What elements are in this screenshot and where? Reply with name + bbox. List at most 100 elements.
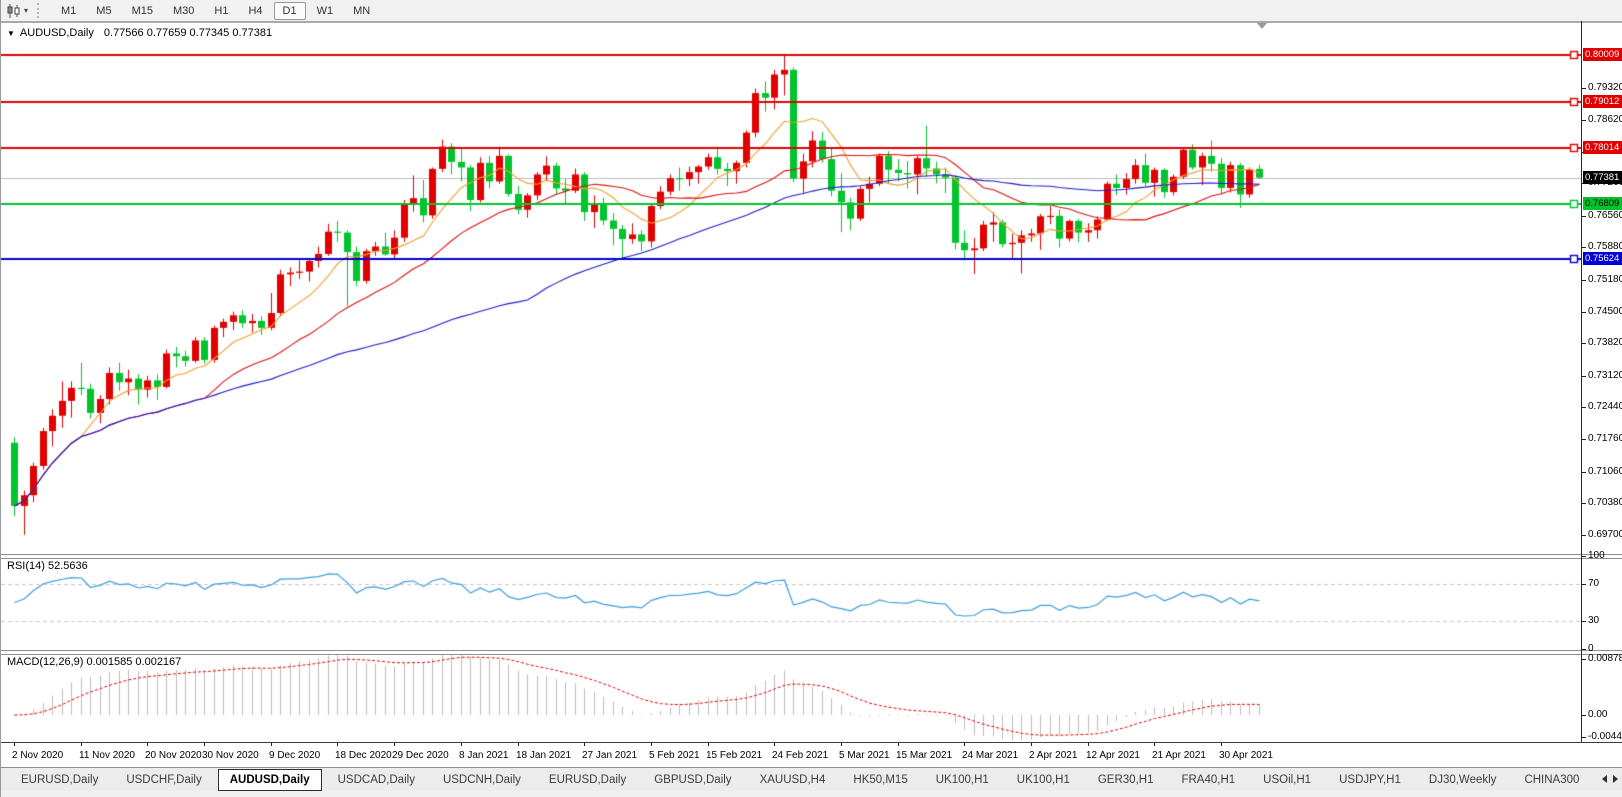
price-axis-tick-mark — [1581, 312, 1586, 313]
date-axis-tick-mark — [271, 743, 272, 746]
chart-shift-marker-icon[interactable] — [1257, 23, 1267, 29]
price-axis-tick-mark — [1581, 535, 1586, 536]
price-axis-tick: 0.75180 — [1588, 274, 1622, 285]
date-axis-tick-mark — [461, 743, 462, 746]
date-axis-label: 2 Nov 2020 — [12, 750, 64, 761]
chart-ohlc-values: 0.77566 0.77659 0.77345 0.77381 — [103, 27, 273, 39]
price-axis-tick: 0.72440 — [1588, 401, 1622, 412]
main-chart-canvas[interactable] — [1, 24, 1581, 554]
date-axis-tick-mark — [81, 743, 82, 746]
price-axis-tick: 0.73820 — [1588, 337, 1622, 348]
candlestick-chart-icon[interactable] — [5, 3, 23, 19]
price-axis-tick: 0.74500 — [1588, 306, 1622, 317]
date-axis-label: 2 Apr 2021 — [1029, 750, 1078, 761]
date-axis-label: 27 Jan 2021 — [582, 750, 638, 761]
timeframe-button-H1[interactable]: H1 — [214, 4, 229, 17]
tab-scroll-left-icon[interactable] — [1602, 775, 1607, 783]
price-axis-tick-mark — [1581, 407, 1586, 408]
price-axis-tick-mark — [1581, 247, 1586, 248]
chart-tab-gbpusd-daily[interactable]: GBPUSD,Daily — [654, 774, 732, 786]
toolbar-grip[interactable] — [37, 3, 43, 18]
chart-tab-uk100-h1[interactable]: UK100,H1 — [1016, 774, 1070, 786]
macd-scale-tick-mark — [1581, 737, 1586, 738]
chart-tab-xauusd-h4[interactable]: XAUUSD,H4 — [759, 774, 826, 786]
price-axis-tick: 0.70380 — [1588, 497, 1622, 508]
date-axis-label: 8 Jan 2021 — [459, 750, 509, 761]
price-axis-tick-mark — [1581, 503, 1586, 504]
timeframe-button-MN[interactable]: MN — [353, 4, 371, 17]
chart-tab-eurusd-daily[interactable]: EURUSD,Daily — [21, 774, 99, 786]
chart-tab-ger30-h1[interactable]: GER30,H1 — [1097, 774, 1154, 786]
toolbar: ▾ M1 M5 M15 M30 H1 H4 D1 W1 MN — [1, 0, 1622, 22]
date-axis-label: 20 Nov 2020 — [145, 750, 202, 761]
date-axis-tick-mark — [841, 743, 842, 746]
chart-tab-usdcnh-daily[interactable]: USDCNH,Daily — [442, 774, 521, 786]
chevron-down-icon[interactable]: ▾ — [24, 6, 29, 15]
timeframe-button-W1[interactable]: W1 — [316, 4, 334, 17]
price-axis-tick: 0.76560 — [1588, 210, 1622, 221]
price-axis-tick: 0.78620 — [1588, 114, 1622, 125]
timeframe-button-M5[interactable]: M5 — [96, 4, 112, 17]
date-axis-label: 30 Apr 2021 — [1219, 750, 1273, 761]
date-axis-label: 5 Feb 2021 — [649, 750, 700, 761]
rsi-panel-canvas[interactable] — [1, 558, 1581, 650]
date-axis-label: 18 Jan 2021 — [516, 750, 572, 761]
chart-title: ▼ AUDUSD,Daily 0.77566 0.77659 0.77345 0.7… — [7, 27, 272, 39]
date-axis-tick-mark — [204, 743, 205, 746]
date-axis-tick-mark — [1088, 743, 1089, 746]
chart-tab-dj30-weekly[interactable]: DJ30,Weekly — [1428, 774, 1497, 786]
price-axis-tick-mark — [1581, 280, 1586, 281]
price-axis-tick-mark — [1581, 376, 1586, 377]
date-axis-tick-mark — [518, 743, 519, 746]
hline-price-badge: 0.78014 — [1583, 141, 1622, 154]
timeframe-button-M30[interactable]: M30 — [172, 4, 195, 17]
rsi-indicator-label: RSI(14) 52.5636 — [7, 560, 88, 572]
chart-tab-eurusd-daily[interactable]: EURUSD,Daily — [548, 774, 627, 786]
chart-tab-fra40-h1[interactable]: FRA40,H1 — [1181, 774, 1236, 786]
timeframe-button-M1[interactable]: M1 — [61, 4, 77, 17]
chart-tab-audusd-daily[interactable]: AUDUSD,Daily — [217, 769, 322, 791]
price-axis-tick-mark — [1581, 472, 1586, 473]
date-axis-label: 15 Mar 2021 — [896, 750, 953, 761]
date-axis-label: 21 Apr 2021 — [1152, 750, 1206, 761]
tab-scroll-right-icon[interactable] — [1613, 775, 1618, 783]
chart-tab-usdcad-daily[interactable]: USDCAD,Daily — [337, 774, 415, 786]
timeframe-button-D1[interactable]: D1 — [273, 1, 306, 20]
macd-scale-label: 0.008782 — [1588, 653, 1622, 664]
chart-tab-bar: EURUSD,Daily USDCHF,Daily AUDUSD,Daily USDC… — [1, 767, 1622, 792]
date-axis-label: 18 Dec 2020 — [335, 750, 392, 761]
chart-tab-hk50-m15[interactable]: HK50,M15 — [853, 774, 908, 786]
date-axis[interactable]: 2 Nov 2020 11 Nov 2020 20 Nov 2020 30 Nov 2… — [1, 742, 1622, 768]
collapse-chart-icon[interactable]: ▼ — [7, 29, 15, 38]
hline-price-badge: 0.75624 — [1583, 252, 1622, 265]
date-axis-tick-mark — [147, 743, 148, 746]
rsi-scale-tick-mark — [1581, 621, 1586, 622]
date-axis-label: 24 Feb 2021 — [772, 750, 829, 761]
date-axis-tick-mark — [774, 743, 775, 746]
timeframe-button-H4[interactable]: H4 — [248, 4, 263, 17]
rsi-scale-tick-mark — [1581, 649, 1586, 650]
rsi-scale-label: 0 — [1588, 643, 1594, 654]
chart-tab-uk100-h1[interactable]: UK100,H1 — [935, 774, 989, 786]
date-axis-label: 30 Nov 2020 — [202, 750, 259, 761]
macd-scale-label: 0.00 — [1588, 709, 1608, 720]
date-axis-tick-mark — [898, 743, 899, 746]
timeframe-button-M15[interactable]: M15 — [131, 4, 153, 17]
panel-divider[interactable] — [1, 554, 1622, 559]
chart-tab-usdchf-daily[interactable]: USDCHF,Daily — [126, 774, 202, 786]
date-axis-tick-mark — [337, 743, 338, 746]
date-axis-tick-mark — [964, 743, 965, 746]
macd-panel-canvas[interactable] — [1, 653, 1581, 741]
chart-tab-usoil-h1[interactable]: USOil,H1 — [1263, 774, 1312, 786]
date-axis-tick-mark — [1154, 743, 1155, 746]
panel-divider[interactable] — [1, 650, 1622, 655]
price-axis-tick: 0.69700 — [1588, 529, 1622, 540]
chart-tab-china300-h1[interactable]: CHINA300,H1 — [1524, 774, 1579, 786]
chart-tab-usdjpy-h1[interactable]: USDJPY,H1 — [1339, 774, 1401, 786]
tab-bar-bottom-strip — [1, 791, 1622, 797]
price-axis-tick: 0.71760 — [1588, 433, 1622, 444]
price-axis-tick-mark — [1581, 88, 1586, 89]
date-axis-tick-mark — [1221, 743, 1222, 746]
date-axis-tick-mark — [708, 743, 709, 746]
chart-symbol-label: AUDUSD,Daily — [19, 27, 94, 39]
